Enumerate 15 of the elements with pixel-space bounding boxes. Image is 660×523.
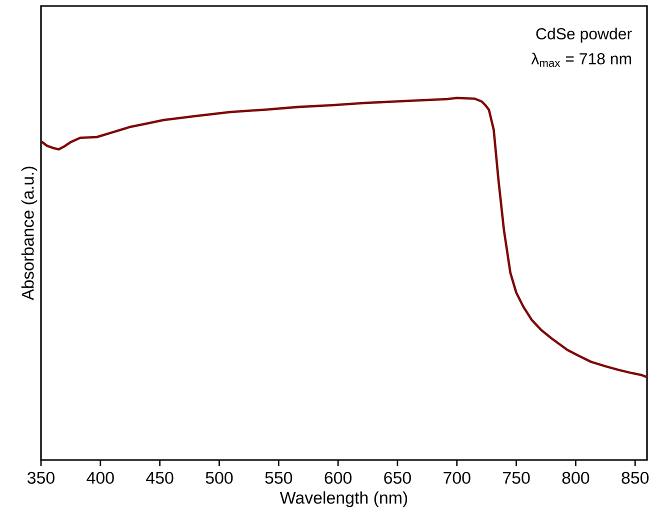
text: CdSe powder [536,28,632,43]
x-tick-label: 500 [206,472,233,484]
y-axis-title: Absorbance (a.u.) [21,166,38,300]
x-tick-label: 400 [86,472,114,484]
text: λ$_{max}$ = 718 nm [531,52,631,67]
x-axis-title: Wavelength (nm) [280,491,408,508]
x-tick-label: 650 [384,472,411,484]
x-tick-label: 550 [265,472,292,484]
x-tick-label: 350 [28,472,54,484]
x-tick-label: 750 [503,472,530,484]
x-tick-label: 850 [622,472,649,484]
x-tick-label: 700 [444,472,470,484]
x-tick-label: 600 [324,472,352,484]
x-tick-label: 800 [562,472,590,484]
x-tick-label: 450 [146,472,174,484]
